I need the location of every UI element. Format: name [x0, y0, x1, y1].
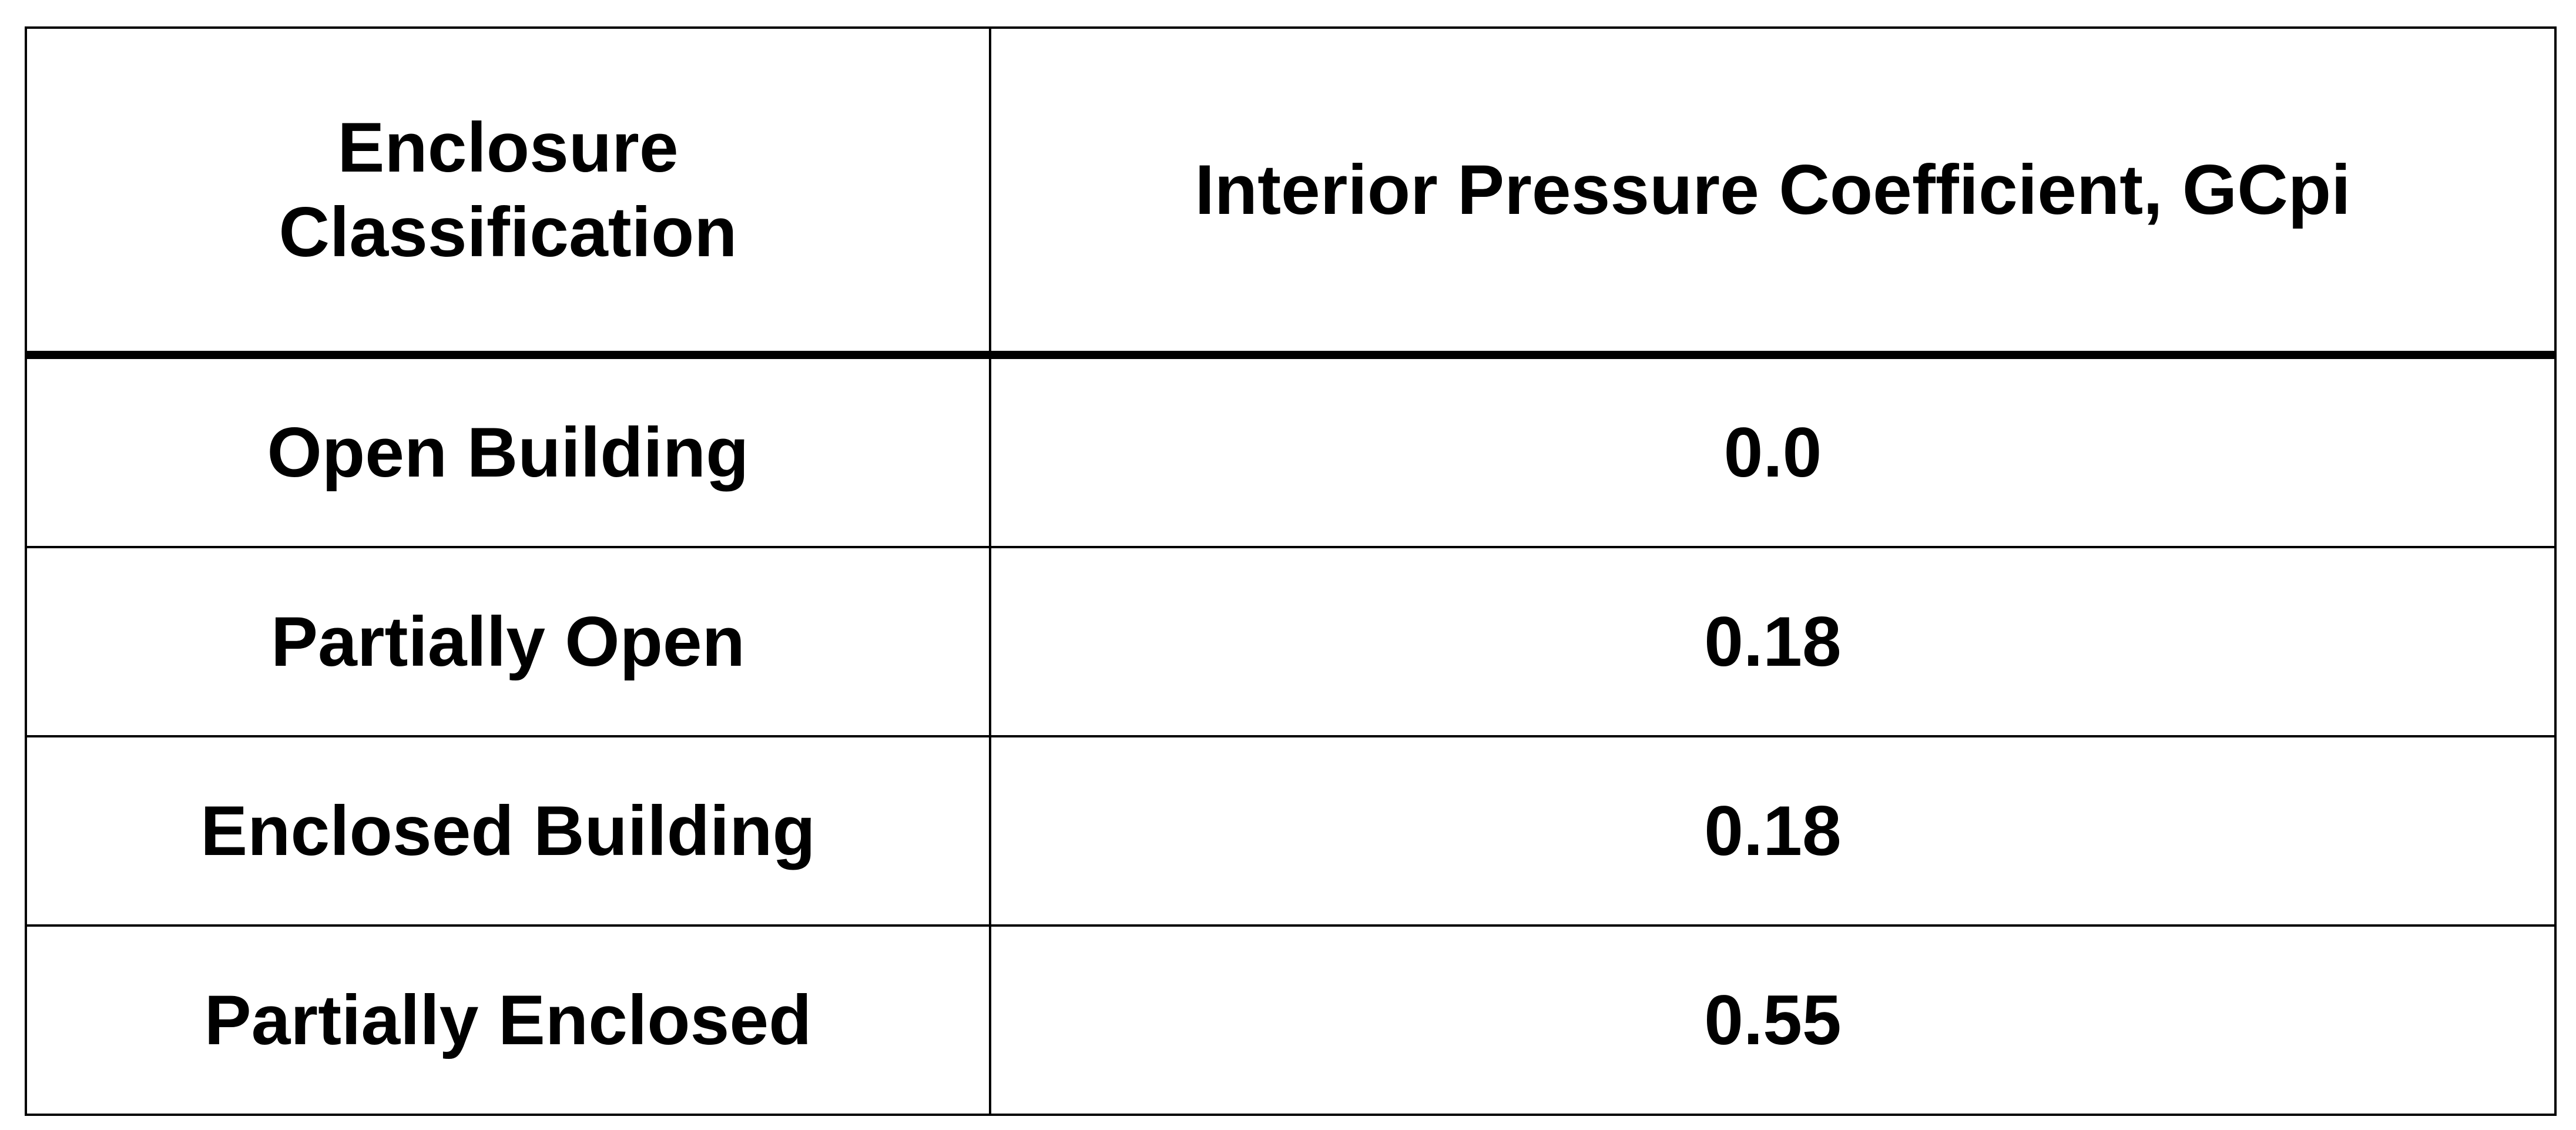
coefficient-cell: 0.55 [989, 924, 2557, 1116]
table-row: Partially Open 0.18 [25, 546, 2557, 737]
header-cell: Enclosure Classification [25, 26, 991, 359]
header-row: Enclosure Classification Interior Pressu… [25, 26, 2557, 359]
coefficient-cell: 0.18 [989, 546, 2557, 737]
table-row: Partially Enclosed 0.55 [25, 924, 2557, 1116]
table-row: Enclosed Building 0.18 [25, 735, 2557, 927]
header-text: Enclosure Classification [279, 108, 737, 271]
header-cell: Interior Pressure Coefficient, GCpi [989, 26, 2557, 359]
table-body: Open Building 0.0 Partially Open 0.18 Enclos… [25, 354, 2557, 1116]
coefficient-cell: 0.18 [989, 735, 2557, 927]
table-row: Open Building 0.0 [25, 354, 2557, 548]
classification-cell: Enclosed Building [25, 735, 991, 927]
classification-cell: Partially Open [25, 546, 991, 737]
classification-cell: Open Building [25, 354, 991, 548]
enclosure-table: Enclosure Classification Interior Pressu… [25, 26, 2557, 1116]
coefficient-cell: 0.0 [989, 354, 2557, 548]
classification-cell: Partially Enclosed [25, 924, 991, 1116]
